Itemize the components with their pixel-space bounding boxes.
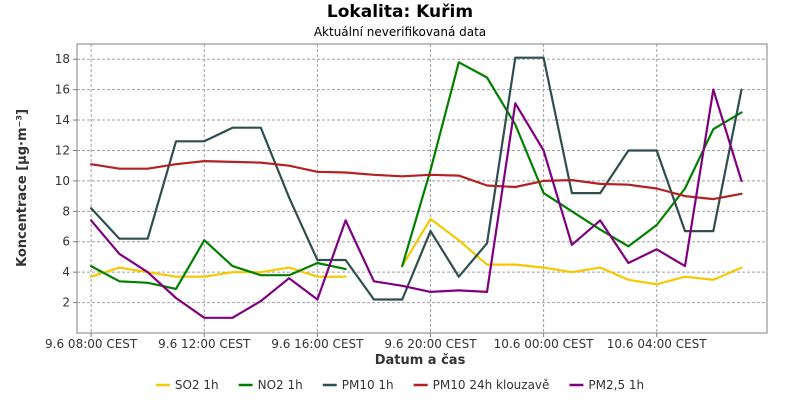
chart-subtitle: Aktuální neverifikovaná data — [314, 25, 486, 39]
plot-frame — [76, 43, 768, 334]
x-axis-ticks: 9.6 08:00 CEST 9.6 12:00 CEST 9.6 16:00 CE… — [45, 333, 707, 351]
legend-label: SO2 1h — [175, 378, 219, 392]
legend-item: PM10 1h — [322, 378, 394, 392]
y-tick-label: 8 — [62, 204, 70, 218]
x-tick-label: 10.6 04:00 CEST — [607, 337, 708, 351]
plot-border — [76, 43, 768, 334]
series-line-no2-1h — [90, 61, 743, 290]
y-tick-label: 14 — [55, 113, 70, 127]
legend-item: PM2,5 1h — [569, 378, 644, 392]
x-tick-label: 9.6 20:00 CEST — [384, 337, 477, 351]
y-axis-ticks: 2 4 6 8 10 12 14 16 18 — [55, 52, 77, 310]
y-tick-label: 10 — [55, 174, 70, 188]
y-tick-label: 18 — [55, 52, 70, 66]
legend-label: PM2,5 1h — [588, 378, 644, 392]
y-tick-label: 4 — [62, 265, 70, 279]
y-tick-label: 2 — [62, 296, 70, 310]
legend: SO2 1h NO2 1h PM10 1h PM10 24h klouzavě PM2,… — [155, 378, 644, 392]
y-tick-label: 16 — [55, 83, 70, 97]
legend-label: PM10 1h — [342, 378, 394, 392]
x-tick-label: 10.6 00:00 CEST — [494, 337, 595, 351]
y-tick-label: 12 — [55, 143, 70, 157]
x-tick-label: 9.6 12:00 CEST — [158, 337, 251, 351]
series-layer — [90, 56, 743, 319]
legend-label: PM10 24h klouzavě — [433, 378, 550, 392]
x-tick-label: 9.6 16:00 CEST — [271, 337, 364, 351]
x-axis-title: Datum a čas — [375, 353, 466, 368]
grid-lines — [77, 44, 767, 333]
chart-title: Lokalita: Kuřim — [327, 2, 473, 22]
legend-item: NO2 1h — [238, 378, 303, 392]
legend-label: NO2 1h — [258, 378, 303, 392]
y-axis-title: Koncentrace [µg·m⁻³] — [15, 109, 30, 267]
legend-item: SO2 1h — [155, 378, 219, 392]
legend-item: PM10 24h klouzavě — [413, 378, 550, 392]
series-line-pm2-5-1h — [90, 88, 743, 319]
series-line-pm10-1h — [90, 56, 743, 301]
series-line-so2-1h — [90, 217, 743, 286]
series-line-pm10-24h-klouzav — [90, 160, 743, 201]
y-tick-label: 6 — [62, 235, 70, 249]
x-tick-label: 9.6 08:00 CEST — [45, 337, 138, 351]
